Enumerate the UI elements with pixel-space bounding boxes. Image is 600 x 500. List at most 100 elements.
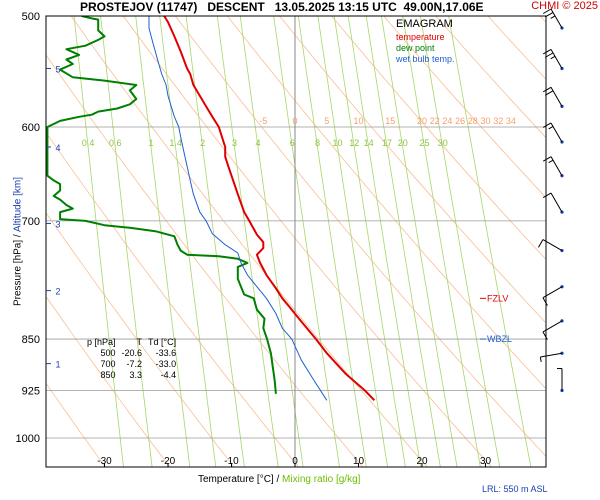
mixing-ratio-line <box>100 16 153 467</box>
dry-adiabat-line <box>592 16 600 467</box>
y-tick-label: 1000 <box>16 433 40 445</box>
wind-barb-shaft <box>550 192 563 213</box>
table-cell: -33.0 <box>155 359 177 369</box>
lrl-label: LRL: 550 m ASL <box>482 484 548 494</box>
legend-title: EMAGRAM <box>396 18 453 30</box>
dry-adiabat-line <box>122 16 492 467</box>
y-tick-label: 500 <box>22 11 40 23</box>
x-tick-label: -10 <box>224 456 239 467</box>
mixing-ratio-label: 4 <box>255 138 260 148</box>
temperature-grid-label: 5 <box>324 116 329 126</box>
mixing-ratio-label: 1.4 <box>169 138 182 148</box>
mixing-ratio-label: 3 <box>232 138 237 148</box>
wind-barb-flag <box>542 192 552 198</box>
table-header: Td [°C] <box>148 337 177 347</box>
wind-barb-shaft <box>550 49 563 69</box>
table-cell: -33.6 <box>155 348 177 358</box>
wind-barb-flag <box>542 48 552 55</box>
dry-adiabat-line <box>46 54 364 467</box>
wind-barb-shaft <box>550 87 563 107</box>
temperature-grid-label: 28 <box>468 116 478 126</box>
wind-barb <box>542 285 564 306</box>
mixing-ratio-line <box>297 16 367 467</box>
table-cell: 700 <box>100 359 116 369</box>
temperature-grid-label: 15 <box>385 116 395 126</box>
mixing-ratio-label: 2 <box>200 138 205 148</box>
temperature-grid-label: -5 <box>259 116 267 126</box>
table-header-row: p [hPa] T Td [°C] <box>84 337 179 348</box>
wind-barb-flag <box>542 86 552 93</box>
mixing-ratio-label: 17 <box>382 138 392 148</box>
dry-adiabat-line <box>331 16 546 261</box>
wind-barb-shaft <box>550 122 563 143</box>
table-row: 850 3.3 -4.4 <box>84 370 179 381</box>
wind-barb-half-flag <box>550 55 556 60</box>
y-tick-label: 700 <box>22 216 40 228</box>
wind-barb-shaft <box>540 352 563 358</box>
y-axis-separator: / <box>12 234 24 238</box>
y-tick-label: 925 <box>22 386 40 398</box>
wind-barb <box>542 86 564 108</box>
mixing-ratio-label: 25 <box>419 138 429 148</box>
wind-barb-half-flag <box>548 126 554 130</box>
x-axis-title: Temperature [°C] / Mixing ratio [g/kg] <box>198 474 360 485</box>
mixing-ratio-label: 20 <box>398 138 408 148</box>
legend-item-temperature: temperature <box>396 32 445 42</box>
table-cell: 850 <box>100 370 116 380</box>
mixing-ratio-label: 14 <box>364 138 374 148</box>
wind-barb-flag <box>542 331 548 340</box>
temperature-grid-label: 20 <box>417 116 427 126</box>
y-tick-label: 850 <box>22 334 40 346</box>
table-cell: -4.4 <box>160 370 177 380</box>
mixing-ratio-label: 1 <box>148 138 153 148</box>
x-tick-label: 30 <box>480 456 492 467</box>
mixing-ratio-line <box>135 16 191 467</box>
dry-adiabat-line <box>46 131 299 467</box>
dry-adiabat-line <box>46 295 171 467</box>
mixing-ratio-line <box>239 16 304 467</box>
dry-adiabat-line <box>46 212 235 467</box>
dry-adiabat-line <box>46 382 106 467</box>
table-cell: -20.6 <box>121 348 143 358</box>
legend-item-wet-bulb: wet bulb temp. <box>396 54 455 64</box>
dry-adiabat-line <box>174 16 546 457</box>
temperature-grid-label: 0 <box>292 116 297 126</box>
y-tick-label: 600 <box>22 122 40 134</box>
x-axis-separator: / <box>276 474 280 485</box>
wind-barb <box>538 239 564 253</box>
legend-item-dew-point: dew point <box>396 43 435 53</box>
series-line-wet-bulb-temp <box>148 16 328 401</box>
wind-barb <box>542 156 564 178</box>
temperature-grid-label: 30 <box>480 116 490 126</box>
temperature-grid-label: 34 <box>506 116 516 126</box>
mixing-ratio-label: 8 <box>315 138 320 148</box>
x-tick-label: 20 <box>416 456 428 467</box>
table-header: T <box>136 337 143 347</box>
mixing-ratio-line <box>347 16 422 467</box>
wind-barb <box>542 319 564 340</box>
altitude-tick-label: 1 <box>55 360 60 370</box>
wind-barb-flag <box>544 12 554 18</box>
mixing-ratio-line <box>402 16 481 467</box>
wind-barb-shaft <box>542 320 563 333</box>
mixing-ratio-label: 12 <box>349 138 359 148</box>
wbzl-label: WBZL <box>487 334 512 344</box>
x-tick-label: -30 <box>97 456 112 467</box>
altitude-tick-label: 2 <box>55 287 60 297</box>
mixing-ratio-line <box>159 16 217 467</box>
wind-barb <box>557 368 564 393</box>
y-axis-label-altitude: Altitude [km] <box>12 177 24 233</box>
mixing-ratio-line <box>216 16 279 467</box>
mixing-ratio-label: 6 <box>290 138 295 148</box>
table-row: 500 -20.6 -33.6 <box>84 348 179 359</box>
dry-adiabat-line <box>539 16 546 24</box>
mixing-ratio-line <box>381 16 458 467</box>
altitude-tick-label: 4 <box>55 143 60 153</box>
wind-barb <box>542 48 564 71</box>
temperature-grid-label: 10 <box>353 116 363 126</box>
altitude-tick-label: 3 <box>55 219 60 229</box>
chart-title: PROSTEJOV (11747) DESCENT 13.05.2025 13:… <box>80 0 484 14</box>
x-tick-label: 10 <box>353 456 365 467</box>
mixing-ratio-line <box>317 16 388 467</box>
